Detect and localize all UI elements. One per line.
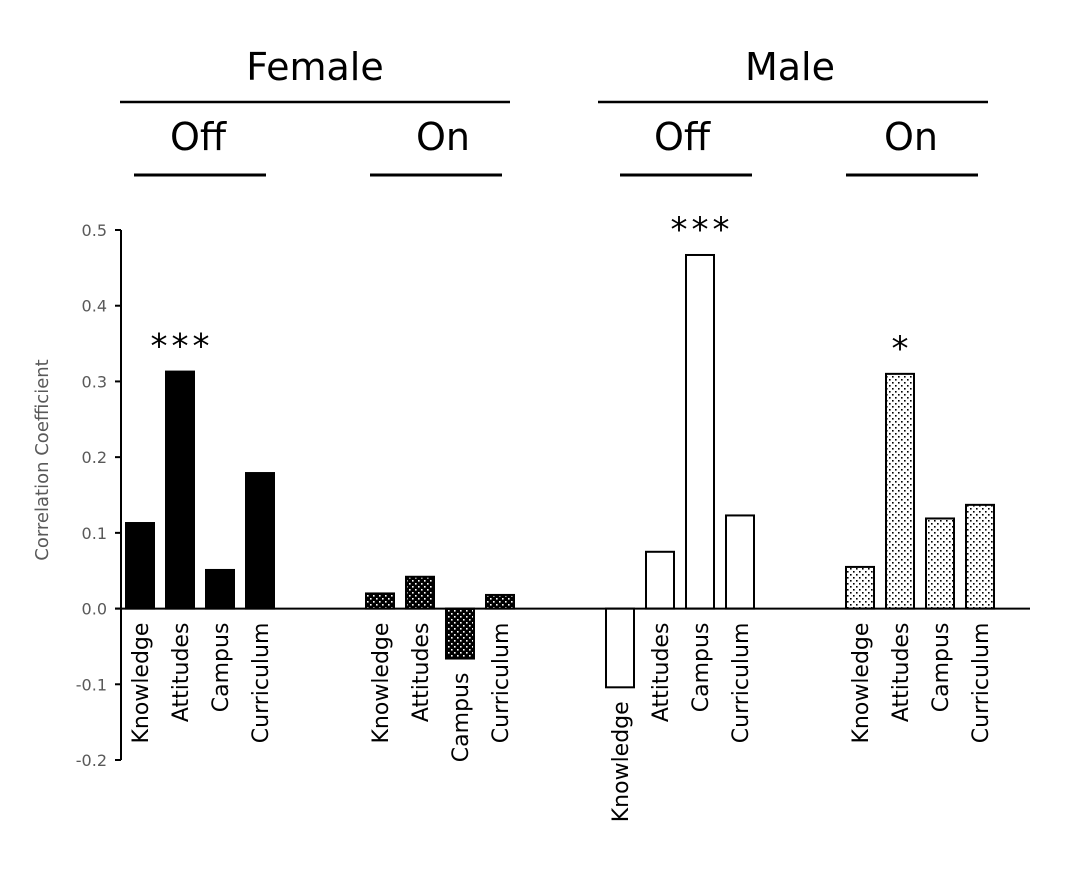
y-tick-label: 0.5	[82, 221, 107, 240]
significance-marker: ***	[671, 210, 734, 250]
y-tick-label: 0.1	[82, 524, 107, 543]
bar-female-off-attitudes	[165, 370, 195, 610]
significance-marker: ***	[151, 327, 214, 367]
bar-female-off-curriculum	[245, 472, 275, 610]
category-label: Knowledge	[609, 701, 634, 822]
y-tick-label: 0.2	[82, 448, 107, 467]
category-label: Campus	[209, 623, 234, 713]
y-axis: 0.5 0.4 0.3 0.2 0.1 0.0 -0.1 -0.2	[76, 221, 122, 770]
bar-female-off-knowledge	[125, 522, 155, 610]
significance-markers: *******	[151, 210, 913, 369]
y-tick-label: 0.0	[82, 600, 107, 619]
bar-male-off-campus	[685, 253, 715, 610]
category-label: Curriculum	[729, 623, 754, 744]
category-label: Knowledge	[849, 623, 874, 744]
category-label: Campus	[689, 623, 714, 713]
subgroup-label-female-on: On	[416, 115, 470, 159]
bar-female-on-knowledge	[365, 592, 395, 610]
bar-male-off-curriculum	[725, 514, 755, 610]
category-label: Attitudes	[409, 623, 434, 723]
bars	[125, 253, 995, 689]
bar-male-on-knowledge	[845, 565, 875, 610]
bar-male-off-attitudes	[645, 550, 675, 610]
category-label: Curriculum	[489, 623, 514, 744]
group-label-female: Female	[246, 45, 383, 89]
category-label: Attitudes	[169, 623, 194, 723]
y-tick-label: 0.3	[82, 372, 107, 391]
category-label: Curriculum	[969, 623, 994, 744]
subgroup-label-male-off: Off	[654, 115, 711, 159]
y-tick-label: -0.1	[76, 675, 107, 694]
category-label: Campus	[449, 673, 474, 763]
bar-female-on-attitudes	[405, 575, 435, 610]
category-label: Campus	[929, 623, 954, 713]
y-tick-label: -0.2	[76, 751, 107, 770]
bar-male-on-campus	[925, 517, 955, 610]
group-label-male: Male	[745, 45, 835, 89]
category-label: Attitudes	[649, 623, 674, 723]
category-label: Curriculum	[249, 623, 274, 744]
bar-female-on-curriculum	[485, 593, 515, 610]
category-label: Knowledge	[129, 623, 154, 744]
bar-male-on-curriculum	[965, 503, 995, 610]
bar-female-on-campus	[445, 607, 475, 660]
bar-female-off-campus	[205, 568, 235, 610]
category-label: Knowledge	[369, 623, 394, 744]
group-headers: Female Off On Male Off On	[120, 45, 988, 177]
bar-male-off-knowledge	[605, 607, 635, 689]
bar-male-on-attitudes	[885, 372, 915, 610]
category-label: Attitudes	[889, 623, 914, 723]
significance-marker: *	[892, 329, 913, 369]
y-axis-label: Correlation Coefficient	[32, 359, 53, 560]
y-tick-label: 0.4	[82, 297, 107, 316]
subgroup-label-female-off: Off	[170, 115, 227, 159]
category-labels: Knowledge Attitudes Campus Curriculum Knowle…	[129, 623, 994, 823]
subgroup-label-male-on: On	[884, 115, 938, 159]
